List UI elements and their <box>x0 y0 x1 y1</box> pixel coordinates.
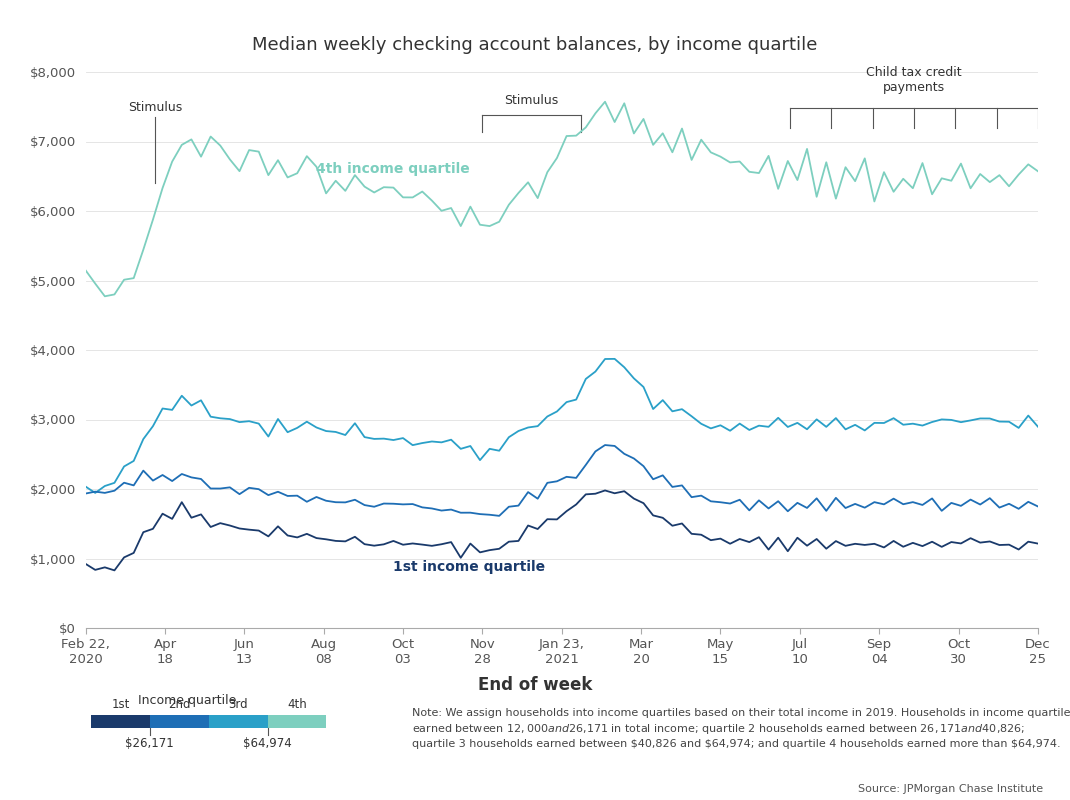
Bar <box>91 715 150 728</box>
Text: End of week: End of week <box>478 676 592 694</box>
Text: $64,974: $64,974 <box>243 737 292 750</box>
Text: Note: We assign households into income quartiles based on their total income in : Note: We assign households into income q… <box>412 708 1070 749</box>
Text: 2nd: 2nd <box>168 698 190 711</box>
Text: Stimulus: Stimulus <box>128 101 183 114</box>
Bar <box>150 715 209 728</box>
Bar <box>209 715 268 728</box>
Text: 1st: 1st <box>111 698 129 711</box>
Text: $26,171: $26,171 <box>125 737 174 750</box>
Text: Income quartile: Income quartile <box>138 694 236 706</box>
Text: 4th: 4th <box>287 698 307 711</box>
Text: Median weekly checking account balances, by income quartile: Median weekly checking account balances,… <box>253 36 817 54</box>
Text: 4th income quartile: 4th income quartile <box>317 162 470 176</box>
Text: 1st income quartile: 1st income quartile <box>394 560 546 574</box>
Text: Stimulus: Stimulus <box>505 94 559 106</box>
Text: Source: JPMorgan Chase Institute: Source: JPMorgan Chase Institute <box>858 784 1043 794</box>
Text: Child tax credit
payments: Child tax credit payments <box>867 66 962 94</box>
Bar <box>268 715 326 728</box>
Text: 3rd: 3rd <box>228 698 248 711</box>
